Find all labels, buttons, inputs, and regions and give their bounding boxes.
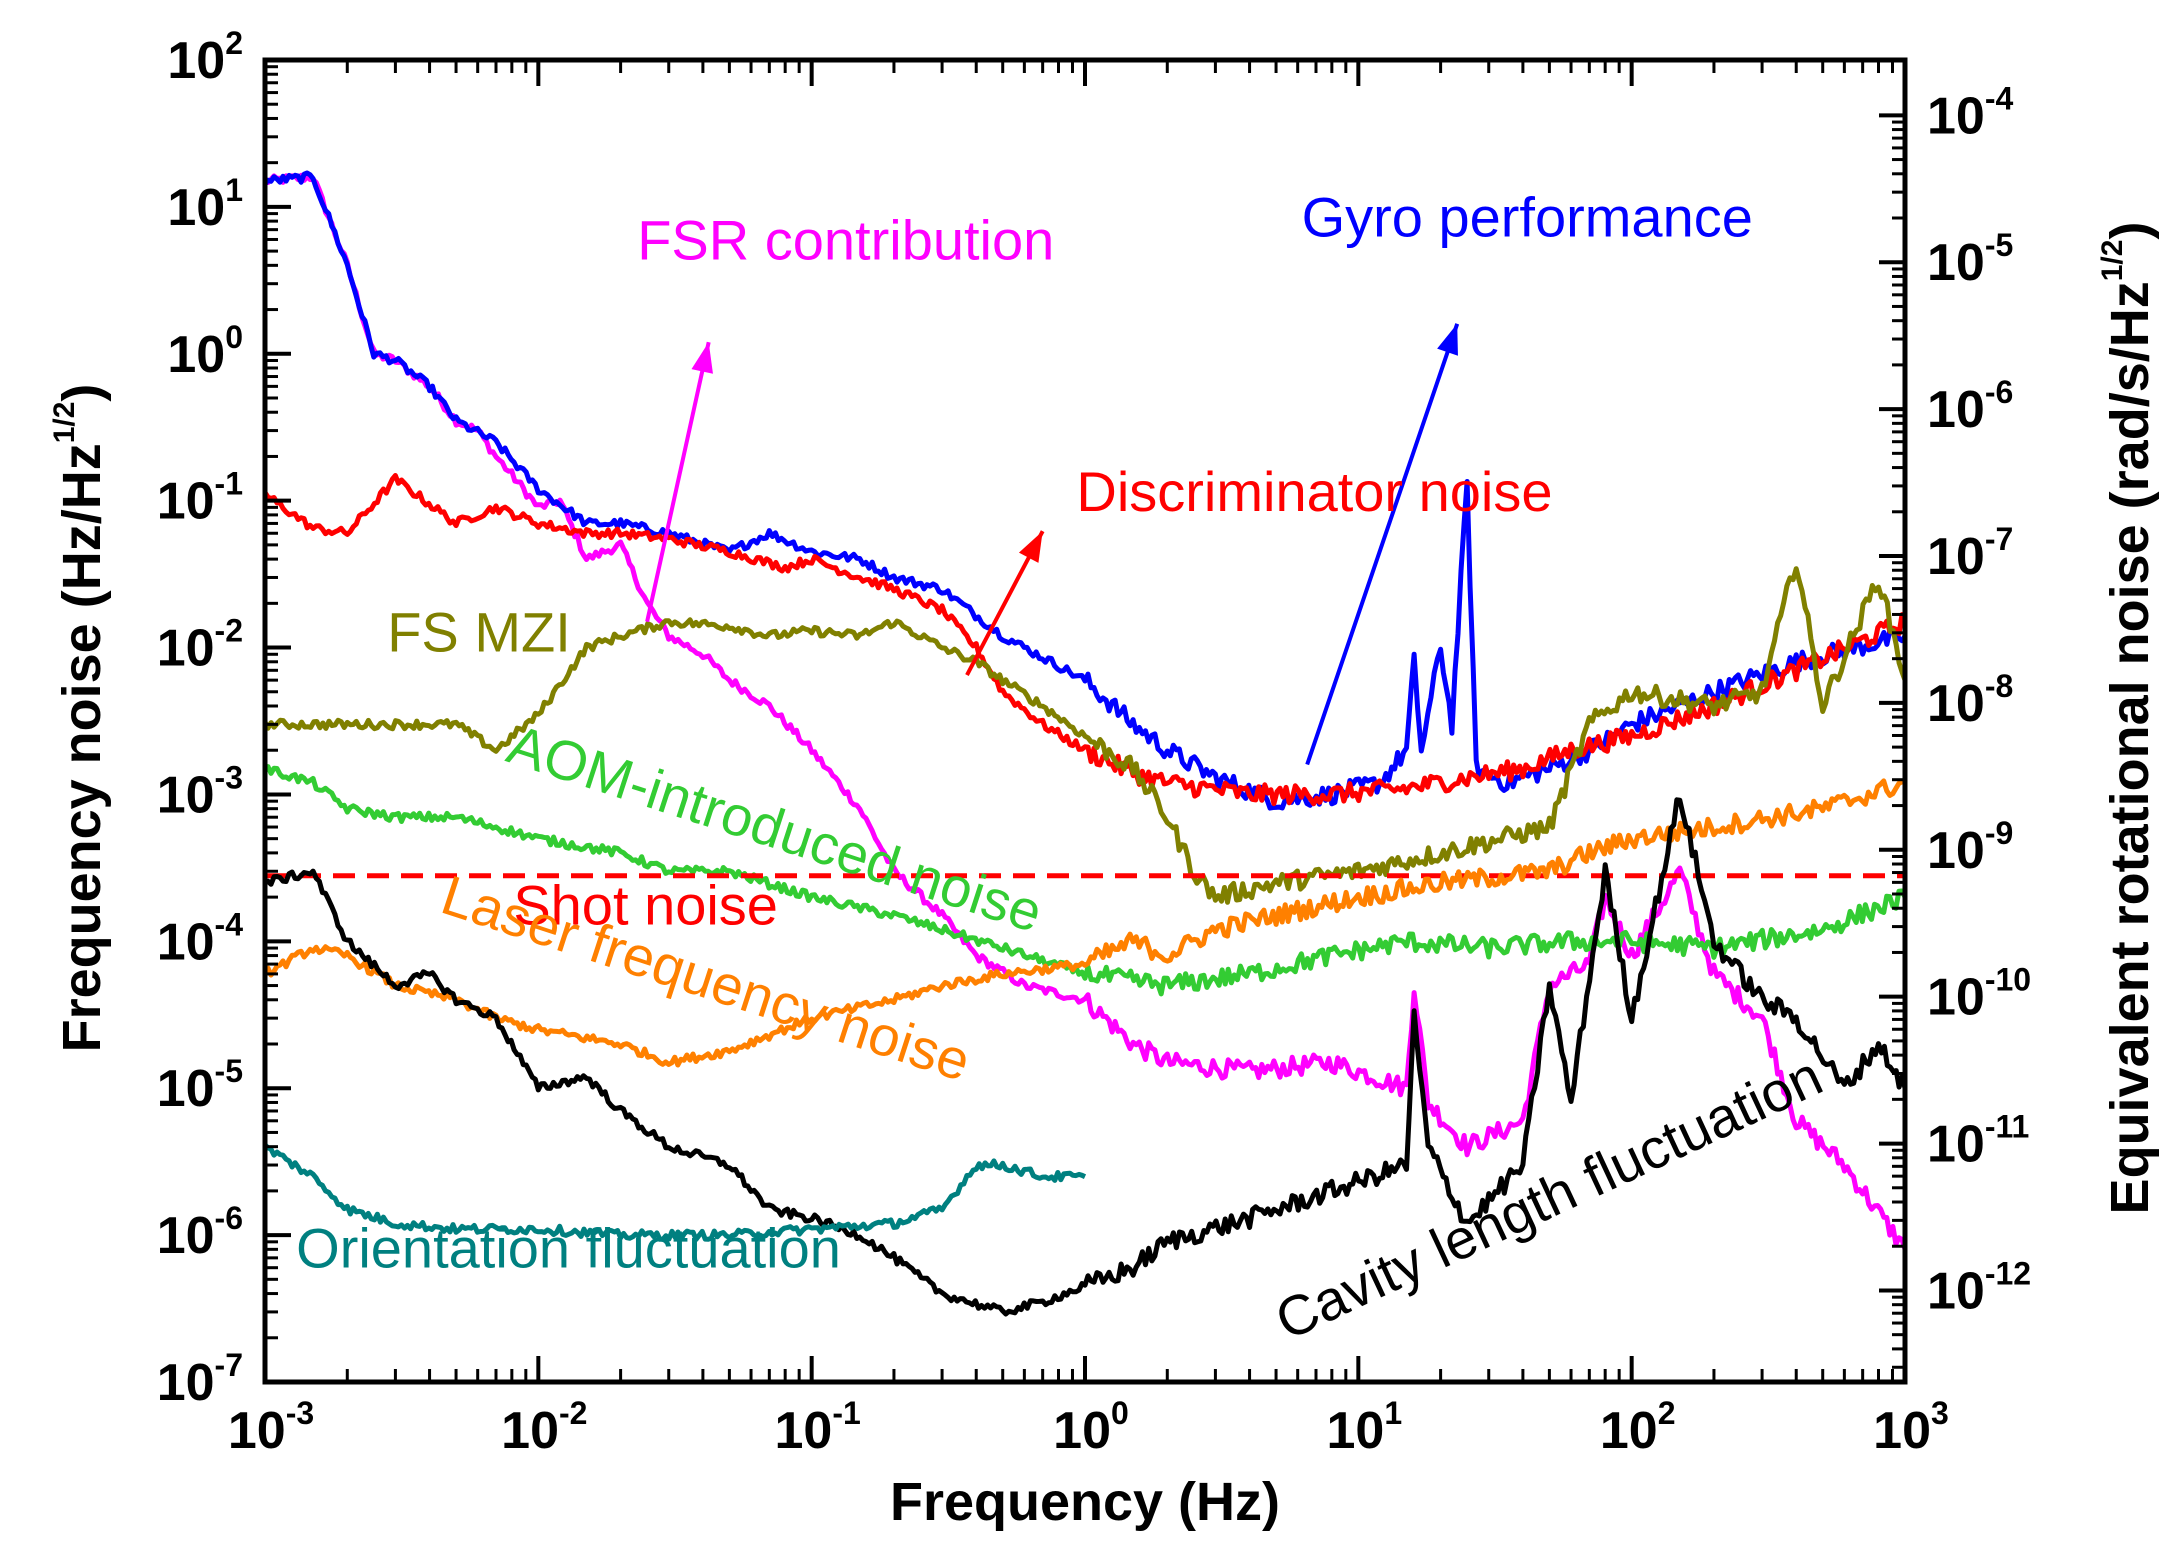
tick-layer: 10-3 10-2 10-1 100 101 102 103 102 101 100 10-1 10-… bbox=[157, 25, 2031, 1460]
y-axis-left-label: Frequency noise (Hz/Hz1/2) bbox=[48, 384, 112, 1053]
y-right-tick-label-2: 10-6 bbox=[1927, 374, 2013, 439]
y-right-tick-label-1: 10-5 bbox=[1927, 227, 2013, 292]
y-right-tick-label-6: 10-10 bbox=[1927, 962, 2031, 1027]
annotation-arrow-0 bbox=[645, 341, 711, 623]
y-left-tick-label-3: 10-1 bbox=[157, 466, 243, 531]
x-tick-label-4: 101 bbox=[1327, 1395, 1403, 1460]
series-fs-mzi bbox=[265, 566, 1905, 905]
y-left-tick-label-1: 101 bbox=[167, 172, 243, 237]
x-tick-label-2: 10-1 bbox=[775, 1395, 861, 1460]
label-discriminator-noise: Discriminator noise bbox=[1076, 460, 1552, 523]
label-gyro-performance: Gyro performance bbox=[1302, 185, 1753, 248]
y-right-tick-label-4: 10-8 bbox=[1927, 668, 2013, 733]
x-tick-label-0: 10-3 bbox=[228, 1395, 314, 1460]
label-shot-noise: Shot noise bbox=[513, 874, 778, 937]
label-fs-mzi: FS MZI bbox=[387, 601, 571, 664]
y-left-tick-label-7: 10-5 bbox=[157, 1053, 243, 1118]
y-left-tick-label-0: 102 bbox=[167, 25, 243, 90]
series-cavity-length-fluctuation bbox=[265, 797, 1905, 1317]
series-orientation-fluctuation bbox=[265, 1142, 1087, 1242]
y-left-tick-label-9: 10-7 bbox=[157, 1347, 243, 1412]
y-left-tick-label-2: 100 bbox=[167, 319, 243, 384]
label-fsr-contribution: FSR contribution bbox=[637, 208, 1054, 271]
annotation-arrowhead-0 bbox=[691, 342, 713, 374]
x-tick-label-5: 102 bbox=[1600, 1395, 1676, 1460]
label-orientation-fluctuation: Orientation fluctuation bbox=[296, 1217, 841, 1280]
x-axis-label: Frequency (Hz) bbox=[890, 1472, 1280, 1532]
y-right-tick-label-5: 10-9 bbox=[1927, 815, 2013, 880]
y-left-tick-label-5: 10-3 bbox=[157, 759, 243, 824]
y-left-tick-label-6: 10-4 bbox=[157, 906, 244, 971]
label-cavity-length-fluctuation: Cavity length fluctuation bbox=[1266, 1044, 1831, 1352]
series-aom-introduced-noise bbox=[265, 764, 1905, 997]
annotation-arrow-1 bbox=[1305, 323, 1460, 766]
x-tick-label-1: 10-2 bbox=[501, 1395, 587, 1460]
series-laser-frequency-noise bbox=[265, 778, 1905, 1068]
y-left-tick-label-8: 10-6 bbox=[157, 1200, 243, 1265]
series-gyro-performance bbox=[265, 170, 1905, 811]
annotation-arrowhead-2 bbox=[1018, 531, 1043, 563]
y-left-tick-label-4: 10-2 bbox=[157, 613, 243, 678]
series-fsr-contribution bbox=[265, 172, 1905, 1251]
y-axis-right-label: Equivalent rotational noise (rad/s/Hz1/2… bbox=[2096, 222, 2160, 1215]
y-right-tick-label-8: 10-12 bbox=[1927, 1255, 2031, 1320]
x-tick-label-6: 103 bbox=[1873, 1395, 1949, 1460]
y-right-tick-label-3: 10-7 bbox=[1927, 521, 2013, 586]
arrow-layer bbox=[645, 323, 1460, 766]
series-layer bbox=[265, 170, 1905, 1317]
annotation-arrowhead-1 bbox=[1437, 323, 1458, 356]
y-right-tick-label-0: 10-4 bbox=[1927, 80, 2014, 145]
series-discriminator-noise bbox=[265, 473, 1905, 807]
y-right-tick-label-7: 10-11 bbox=[1927, 1109, 2029, 1174]
x-tick-label-3: 100 bbox=[1053, 1395, 1129, 1460]
